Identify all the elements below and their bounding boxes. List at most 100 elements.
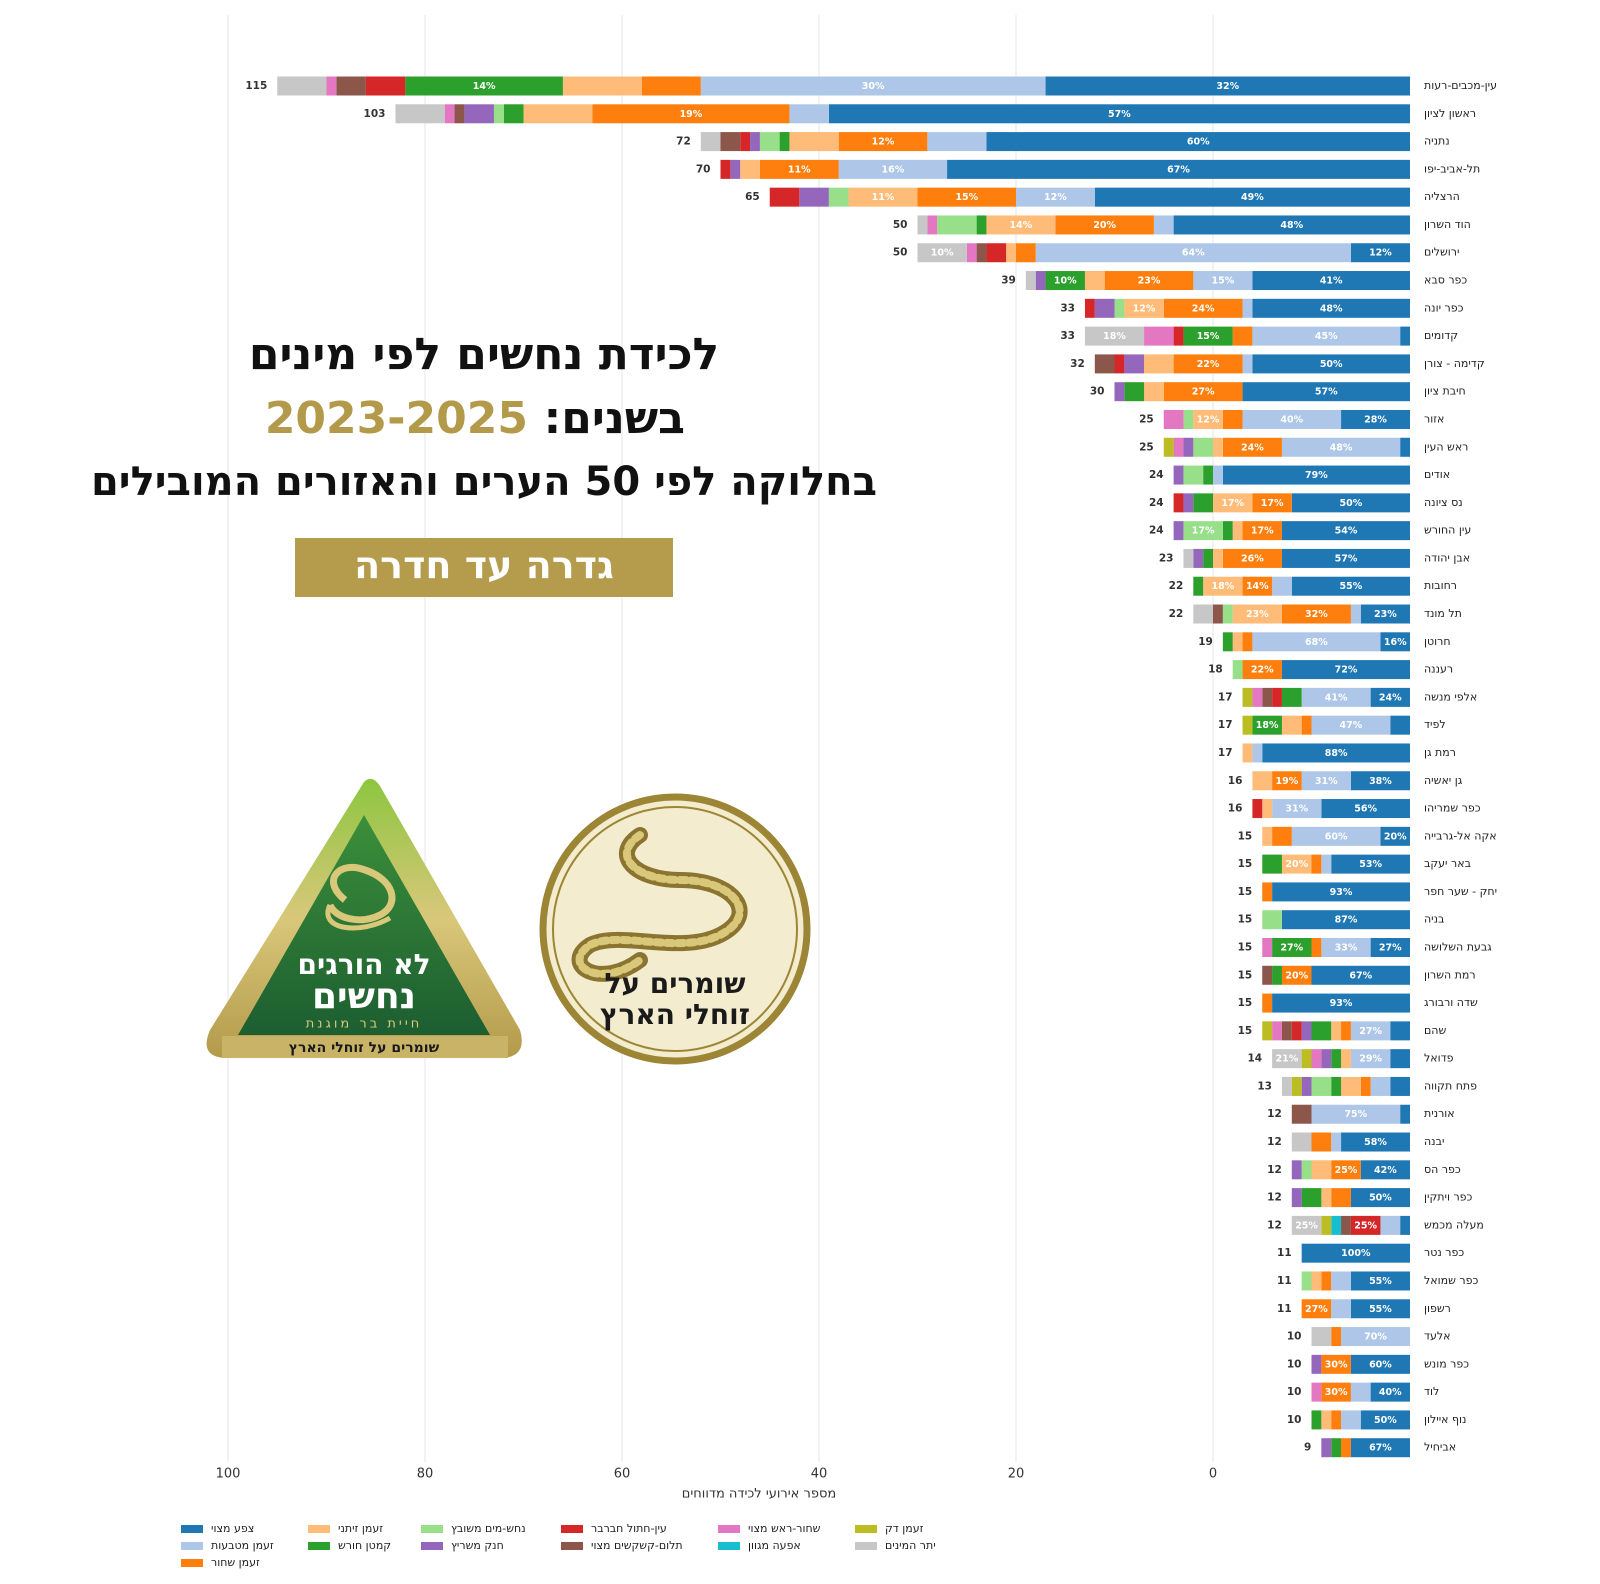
- bar-segment: [1252, 493, 1292, 513]
- segment-label: 40%: [1280, 414, 1303, 425]
- bar-segment: [1094, 187, 1410, 207]
- years-prefix: בשנים:: [544, 393, 685, 444]
- bar-segment: [1213, 548, 1223, 568]
- bar-segment: [1213, 493, 1253, 513]
- bar-segment: [1193, 576, 1204, 596]
- bar-segment: [1281, 715, 1302, 735]
- bar-segment: [1035, 271, 1046, 291]
- snake-icon: [326, 863, 396, 924]
- bar-segment: [1350, 1299, 1410, 1319]
- bar-segment: [1084, 298, 1095, 318]
- bar-segment: [740, 159, 760, 179]
- total-label: 12: [1267, 1192, 1282, 1204]
- legend-swatch: [718, 1542, 740, 1550]
- logo-text: זוחלי הארץ: [600, 998, 750, 1031]
- bar-segment: [1281, 965, 1312, 985]
- y-tick-label: אבן יהודה: [1424, 551, 1470, 564]
- segment-label: 12%: [872, 137, 895, 148]
- segment-label: 88%: [1325, 748, 1348, 759]
- segment-label: 17%: [1221, 498, 1244, 509]
- bar-segment: [365, 76, 406, 96]
- bar-segment: [1173, 215, 1410, 235]
- bar-segment: [917, 243, 967, 263]
- bar-segment: [1341, 1132, 1410, 1152]
- total-label: 11: [1277, 1303, 1292, 1315]
- bar-segment: [1183, 548, 1194, 568]
- bar-segment: [1016, 187, 1095, 207]
- years: 2023-2025: [265, 393, 528, 444]
- legend-label: צפע מצוי: [211, 1522, 254, 1535]
- bar-segment: [720, 132, 741, 152]
- triangle-band: [222, 1036, 508, 1058]
- bar-segment: [1262, 993, 1273, 1013]
- bar-segment: [1163, 382, 1243, 402]
- y-tick-label: יבנה: [1424, 1135, 1444, 1148]
- total-label: 11: [1277, 1275, 1292, 1287]
- bar-segment: [1370, 1382, 1410, 1402]
- bar-segment: [1291, 1215, 1322, 1235]
- bar-segment: [1114, 298, 1125, 318]
- bar-segment: [1301, 1299, 1332, 1319]
- bar-segment: [720, 159, 731, 179]
- segment-label: 93%: [1330, 998, 1353, 1009]
- bar-segment: [947, 159, 1410, 179]
- bar-segment: [1153, 215, 1174, 235]
- segment-label: 41%: [1325, 692, 1348, 703]
- segment-label: 12%: [1197, 414, 1220, 425]
- segment-label: 12%: [1369, 248, 1392, 259]
- bar-segment: [1291, 826, 1381, 846]
- bar-segment: [1114, 382, 1125, 402]
- segment-label: 24%: [1379, 692, 1402, 703]
- segment-label: 14%: [1246, 581, 1269, 592]
- bar-segment: [1163, 437, 1174, 457]
- segment-label: 56%: [1354, 804, 1377, 815]
- segment-label: 20%: [1093, 220, 1116, 231]
- segment-label: 32%: [1305, 609, 1328, 620]
- y-tick-label: אזור: [1424, 412, 1444, 425]
- bar-segment: [1055, 215, 1154, 235]
- bar-segment: [1104, 271, 1194, 291]
- total-label: 12: [1267, 1108, 1282, 1120]
- total-label: 9: [1304, 1442, 1311, 1454]
- bar-segment: [1252, 271, 1410, 291]
- segment-label: 70%: [1364, 1332, 1387, 1343]
- bar-segment: [1094, 298, 1115, 318]
- bar-segment: [1301, 1076, 1312, 1096]
- y-tick-label: באר יעקב: [1424, 857, 1471, 870]
- bar-segment: [1341, 409, 1410, 429]
- bar-segment: [1311, 854, 1322, 874]
- legend-label: קמטן חורש: [338, 1539, 391, 1552]
- total-label: 16: [1228, 775, 1243, 787]
- bar-segment: [1301, 771, 1351, 791]
- bar-segment: [1331, 1049, 1342, 1069]
- total-label: 11: [1277, 1247, 1292, 1259]
- bar-segment: [1350, 243, 1410, 263]
- bar-segment: [1311, 1076, 1332, 1096]
- region: גדרה עד חדרה: [354, 544, 614, 588]
- bar-segment: [1331, 1299, 1351, 1319]
- segment-label: 16%: [1384, 637, 1407, 648]
- bar-segment: [1281, 660, 1410, 680]
- segment-label: 27%: [1379, 942, 1402, 953]
- segment-label: 25%: [1335, 1165, 1358, 1176]
- legend-label: עין-חתול חברבר: [591, 1522, 667, 1535]
- segment-label: 12%: [1044, 192, 1067, 203]
- bar-segment: [1222, 604, 1233, 624]
- segment-label: 18%: [1256, 720, 1279, 731]
- segment-label: 31%: [1315, 776, 1338, 787]
- bar-segment: [1311, 1104, 1401, 1124]
- legend-label: זעמן דק: [885, 1522, 924, 1535]
- bar-segment: [730, 159, 741, 179]
- bar-segment: [1301, 687, 1371, 707]
- total-label: 10: [1287, 1331, 1302, 1343]
- total-label: 15: [1238, 830, 1253, 842]
- segment-label: 53%: [1359, 859, 1382, 870]
- bar-segment: [1350, 1271, 1410, 1291]
- y-tick-label: עין החורש: [1424, 524, 1471, 537]
- total-label: 10: [1287, 1358, 1302, 1370]
- bar-segment: [1360, 604, 1410, 624]
- bar-segment: [1252, 743, 1263, 763]
- bar-segment: [1321, 1188, 1332, 1208]
- logo-text: שומרים על: [604, 967, 745, 1000]
- bar-segment: [986, 215, 1056, 235]
